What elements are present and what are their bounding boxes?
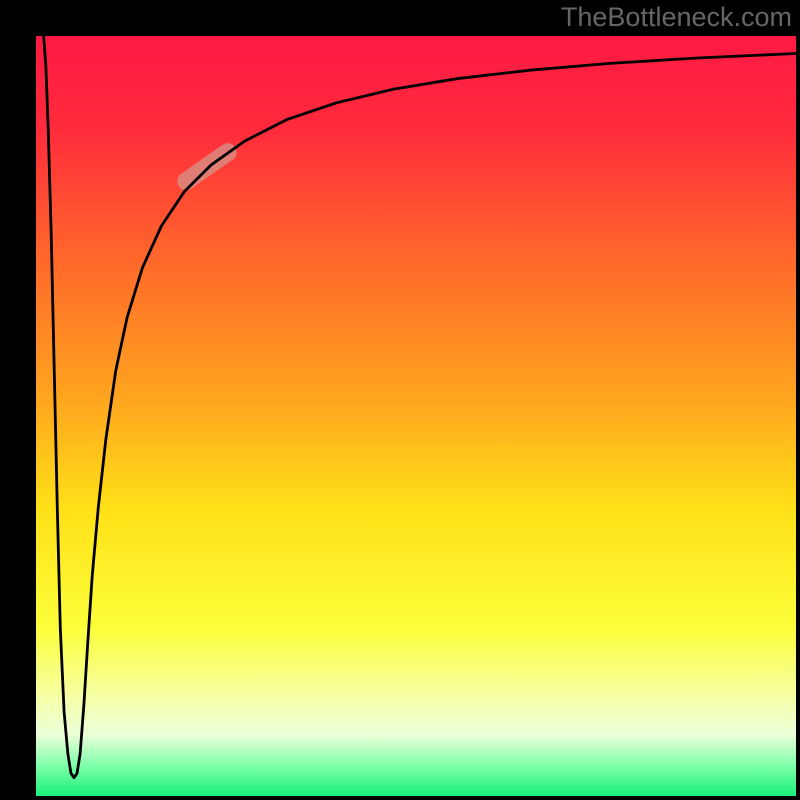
plot-area <box>36 36 796 796</box>
plot-border-left <box>0 36 36 796</box>
bottleneck-curve <box>36 36 796 796</box>
plot-border-right <box>796 36 800 796</box>
highlight-pill <box>174 140 240 194</box>
plot-border-bottom <box>0 796 800 800</box>
chart-frame: TheBottleneck.com <box>0 0 800 800</box>
watermark-text: TheBottleneck.com <box>561 2 792 33</box>
curve-path <box>44 36 796 778</box>
